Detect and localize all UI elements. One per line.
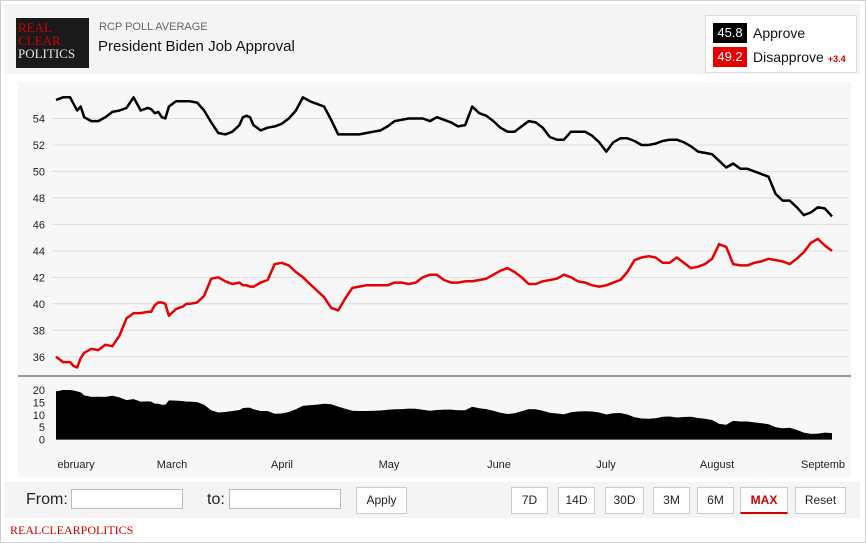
x-tick-label: ebruary <box>57 459 95 471</box>
chart-supertitle: RCP POLL AVERAGE <box>99 21 208 33</box>
logo-line-real: REAL <box>18 20 52 35</box>
spread-tick-label: 15 <box>33 397 45 409</box>
series-line-approve <box>55 96 833 218</box>
disapprove-label: Disapprove <box>753 49 824 65</box>
y-tick-label: 42 <box>33 272 45 284</box>
y-tick-label: 36 <box>33 352 45 364</box>
y-tick-label: 40 <box>33 299 45 311</box>
legend-disapprove[interactable]: 49.2 Disapprove +3.4 <box>713 47 846 67</box>
to-label: to: <box>207 491 225 508</box>
logo-line-clear: CLEAR <box>18 33 61 48</box>
y-tick-label: 48 <box>33 193 45 205</box>
spread-area-positive <box>56 390 832 440</box>
reset-button[interactable]: Reset <box>795 487 846 514</box>
footer-brand[interactable]: REALCLEARPOLITICS <box>10 523 134 537</box>
spread-tick-label: 0 <box>39 435 45 447</box>
x-tick-label: May <box>379 459 400 471</box>
logo-line-politics: POLITICS <box>18 46 76 61</box>
y-tick-label: 44 <box>33 246 45 258</box>
range-max-button[interactable]: MAX <box>740 487 788 514</box>
chart-title: President Biden Job Approval <box>98 38 295 55</box>
from-date-input[interactable] <box>71 489 183 509</box>
range-7d-button[interactable]: 7D <box>511 487 548 514</box>
chart-header: REAL CLEAR POLITICS RCP POLL AVERAGE Pre… <box>4 4 860 74</box>
range-6m-button[interactable]: 6M <box>697 487 734 514</box>
range-3m-button[interactable]: 3M <box>653 487 690 514</box>
x-tick-label: July <box>596 459 616 471</box>
y-tick-label: 52 <box>33 140 45 152</box>
range-30d-button[interactable]: 30D <box>605 487 644 514</box>
x-tick-label: August <box>700 459 734 471</box>
series-line-disapprove <box>55 237 833 369</box>
disapprove-value: 49.2 <box>713 47 747 67</box>
rcp-logo[interactable]: REAL CLEAR POLITICS <box>16 18 89 68</box>
spread-tick-label: 20 <box>33 385 45 397</box>
x-tick-label: June <box>487 459 511 471</box>
y-tick-label: 54 <box>33 113 45 125</box>
spread-tick-label: 10 <box>33 410 45 422</box>
approve-label: Approve <box>753 25 806 41</box>
legend: 45.8 Approve 49.2 Disapprove +3.4 <box>705 15 857 73</box>
y-tick-label: 50 <box>33 166 45 178</box>
y-tick-label: 46 <box>33 219 45 231</box>
y-tick-label: 38 <box>33 325 45 337</box>
range-14d-button[interactable]: 14D <box>558 487 595 514</box>
x-tick-label: Septemb <box>801 459 845 471</box>
disapprove-change: +3.4 <box>827 54 846 64</box>
legend-approve[interactable]: 45.8 Approve <box>713 23 805 43</box>
disapprove-label-wrap: Disapprove +3.4 <box>753 49 846 65</box>
spread-tick-label: 5 <box>39 422 45 434</box>
approve-value: 45.8 <box>713 23 747 43</box>
apply-button[interactable]: Apply <box>356 487 407 514</box>
x-tick-label: March <box>157 459 188 471</box>
x-tick-label: April <box>271 459 293 471</box>
to-date-input[interactable] <box>229 489 341 509</box>
from-label: From: <box>26 491 68 508</box>
